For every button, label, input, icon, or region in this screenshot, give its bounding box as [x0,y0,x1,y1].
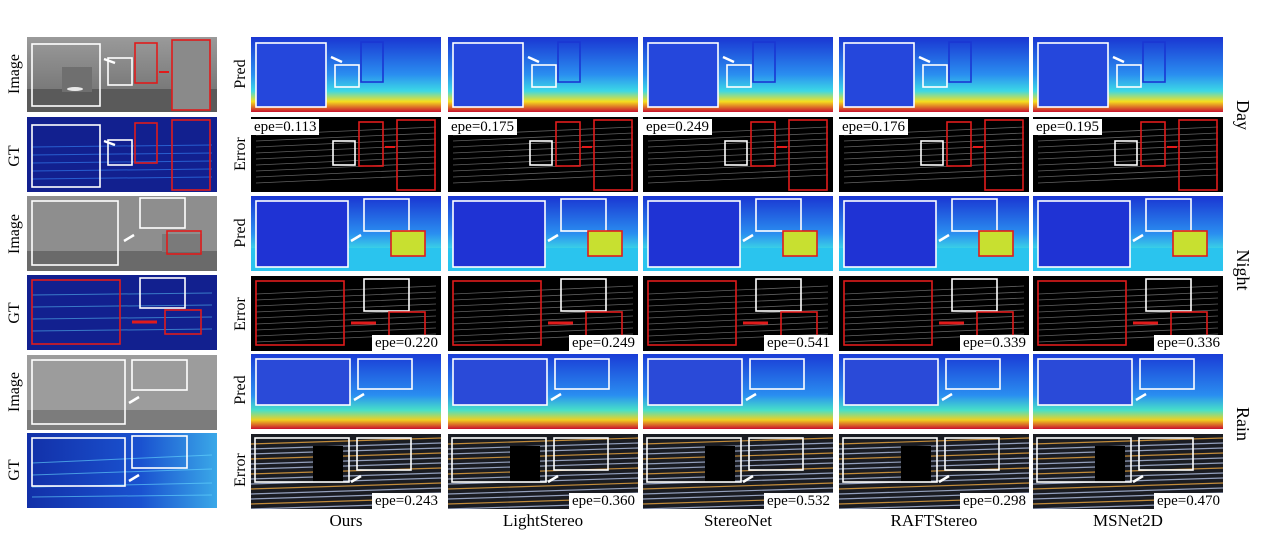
error-night-msnet2d: epe=0.336 [1033,276,1223,351]
pred-rain-ours [251,354,441,429]
epe-label-night-lightstereo: epe=0.249 [568,335,638,351]
pred-day-msnet2d [1033,37,1223,112]
epe-label-night-ours: epe=0.220 [371,335,441,351]
pred-night-ours [251,196,441,271]
epe-label-rain-msnet2d: epe=0.470 [1153,493,1223,509]
error-day-ours: epe=0.113 [251,117,441,192]
error-rain-ours: epe=0.243 [251,434,441,509]
pred-night-raftstereo [839,196,1029,271]
error-day-msnet2d: epe=0.195 [1033,117,1223,192]
pred-rain-msnet2d [1033,354,1223,429]
method-label-ours: Ours [329,511,363,530]
error-day-raftstereo: epe=0.176 [839,117,1029,192]
epe-label-day-lightstereo: epe=0.175 [448,119,518,135]
epe-label-night-msnet2d: epe=0.336 [1153,335,1223,351]
method-label-msnet2d: MSNet2D [1093,511,1163,530]
pred-night-stereonet [643,196,833,271]
input-image-night [27,196,217,271]
error-night-stereonet: epe=0.541 [643,276,833,351]
pred-rain-raftstereo [839,354,1029,429]
ground-truth-day [27,117,217,192]
epe-label-rain-ours: epe=0.243 [371,493,441,509]
pred-night-lightstereo [448,196,638,271]
pred-day-stereonet [643,37,833,112]
epe-label-rain-lightstereo: epe=0.360 [568,493,638,509]
error-night-lightstereo: epe=0.249 [448,276,638,351]
epe-label-day-raftstereo: epe=0.176 [839,119,909,135]
error-rain-lightstereo: epe=0.360 [448,434,638,509]
epe-label-night-stereonet: epe=0.541 [763,335,833,351]
method-label-lightstereo: LightStereo [502,511,584,530]
input-image-rain [27,355,217,430]
epe-label-night-raftstereo: epe=0.339 [959,335,1029,351]
pred-rain-lightstereo [448,354,638,429]
method-label-raftstereo: RAFTStereo [890,511,978,530]
ground-truth-rain [27,433,217,508]
epe-label-rain-stereonet: epe=0.532 [763,493,833,509]
input-image-day [27,37,217,112]
error-night-raftstereo: epe=0.339 [839,276,1029,351]
error-rain-stereonet: epe=0.532 [643,434,833,509]
pred-day-lightstereo [448,37,638,112]
epe-label-rain-raftstereo: epe=0.298 [959,493,1029,509]
error-rain-msnet2d: epe=0.470 [1033,434,1223,509]
pred-night-msnet2d [1033,196,1223,271]
epe-label-day-stereonet: epe=0.249 [643,119,713,135]
error-day-lightstereo: epe=0.175 [448,117,638,192]
pred-day-ours [251,37,441,112]
epe-label-day-msnet2d: epe=0.195 [1033,119,1103,135]
pred-day-raftstereo [839,37,1029,112]
ground-truth-night [27,275,217,350]
error-rain-raftstereo: epe=0.298 [839,434,1029,509]
error-night-ours: epe=0.220 [251,276,441,351]
pred-rain-stereonet [643,354,833,429]
epe-label-day-ours: epe=0.113 [251,119,320,135]
error-day-stereonet: epe=0.249 [643,117,833,192]
method-label-stereonet: StereoNet [704,511,772,530]
